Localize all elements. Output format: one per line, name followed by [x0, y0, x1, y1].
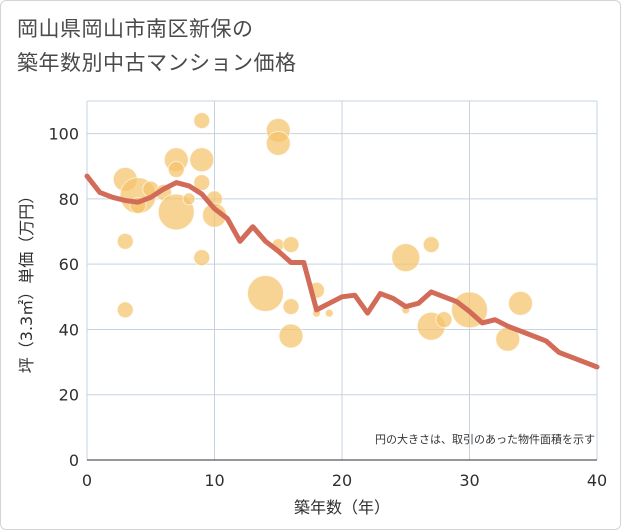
x-tick-label: 20	[332, 471, 352, 490]
bubble-point	[265, 130, 291, 156]
x-tick-label: 30	[459, 471, 479, 490]
y-tick-labels: 0 20 40 60 80 100	[48, 125, 79, 470]
x-tick-label: 10	[204, 471, 224, 490]
x-tick-label: 0	[82, 471, 92, 490]
bubble-point	[278, 323, 304, 349]
bubble-point	[247, 275, 284, 313]
x-axis-label: 築年数（年）	[294, 498, 390, 517]
bubble-point	[422, 236, 440, 254]
bubble-point	[193, 112, 211, 130]
bubble-point	[324, 308, 334, 318]
x-tick-label: 40	[587, 471, 607, 490]
bubble-point	[435, 311, 453, 329]
bubble-point	[508, 290, 533, 316]
bubble-layer	[112, 112, 533, 352]
chart-title-line1: 岡山県岡山市南区新保の	[17, 17, 254, 41]
chart-title: 岡山県岡山市南区新保の 築年数別中古マンション価格	[17, 12, 297, 80]
y-tick-label: 80	[59, 190, 79, 209]
y-tick-label: 0	[69, 451, 79, 470]
y-tick-label: 60	[59, 255, 79, 274]
y-axis-label: 坪（3.3㎡）単価（万円）	[17, 188, 36, 373]
bubble-size-note: 円の大きさは、取引のあった物件面積を示す	[375, 432, 595, 446]
chart-title-line2: 築年数別中古マンション価格	[17, 51, 297, 75]
y-tick-label: 40	[59, 320, 79, 339]
bubble-point	[282, 298, 300, 316]
bubble-point	[193, 249, 211, 267]
x-tick-labels: 0 10 20 30 40	[82, 471, 607, 490]
average-price-line	[84, 173, 600, 370]
bubble-point	[116, 232, 134, 250]
bubble-point	[116, 301, 134, 319]
bubble-point	[193, 174, 211, 192]
bubble-point	[391, 243, 421, 273]
y-tick-label: 20	[59, 386, 79, 405]
bubble-point	[189, 147, 215, 173]
y-tick-label: 100	[48, 125, 79, 144]
bubble-point	[282, 236, 300, 254]
bubble-point	[182, 192, 196, 206]
bubble-point	[167, 161, 185, 179]
